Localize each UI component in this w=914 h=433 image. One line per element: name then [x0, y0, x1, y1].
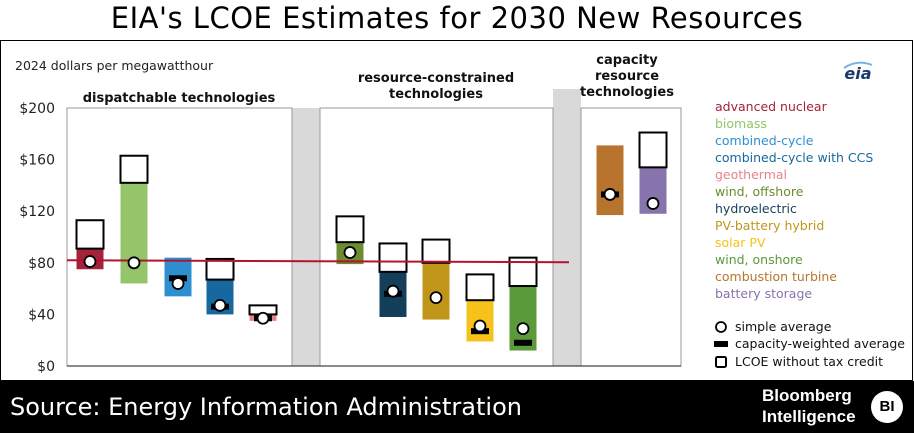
panel-backgrounds — [66, 89, 682, 367]
chart-title: EIA's LCOE Estimates for 2030 New Resour… — [110, 1, 804, 35]
box-without-credit-biomass — [119, 154, 149, 184]
box-without-credit-pv-battery-hybrid — [421, 238, 451, 264]
bi-badge-icon: BI — [871, 391, 903, 423]
simple-avg-wind-offshore — [343, 246, 357, 259]
markers — [83, 188, 660, 346]
eia-logo-icon: eia — [844, 64, 871, 83]
legend-item-wind-onshore: wind, onshore — [715, 252, 803, 267]
reference-line — [66, 259, 570, 264]
legend-simple-avg-icon — [715, 321, 727, 333]
legend-item-geothermal: geothermal — [715, 167, 787, 182]
group-label-resource-constrained: resource-constrained technologies — [358, 71, 514, 102]
chart-text: 2024 dollars per megawatthour dispatchabl… — [15, 53, 674, 106]
box-without-credit-combined-cycle-with-ccs — [205, 257, 235, 281]
legend-item-combined-cycle: combined-cycle — [715, 133, 814, 148]
footer-bar: Source: Energy Information Administratio… — [0, 381, 914, 433]
box-without-credit-advanced-nuclear — [75, 219, 105, 250]
box-without-credit-wind-onshore — [508, 256, 538, 288]
bar-pv-battery-hybrid — [422, 262, 450, 320]
simple-avg-combined-cycle-with-ccs — [213, 298, 227, 312]
legend-capacity-weighted-average: capacity-weighted average — [735, 336, 905, 351]
box-without-credit-wind-offshore — [335, 215, 365, 244]
panel-gap-2 — [553, 89, 581, 366]
simple-avg-biomass — [127, 256, 141, 270]
y-tick-label: $0 — [37, 359, 55, 375]
legend-item-hydroelectric: hydroelectric — [715, 201, 797, 216]
y-tick-label: $40 — [28, 307, 55, 323]
bar-combustion-turbine — [596, 145, 624, 216]
eia-logo-swoosh — [843, 61, 873, 69]
y-axis-label: 2024 dollars per megawatthour — [15, 58, 214, 73]
y-axis: $0 $40 $80 $120 $160 $200 — [19, 101, 55, 375]
simple-avg-battery-storage — [646, 197, 660, 210]
legend-item-wind-offshore: wind, offshore — [715, 184, 804, 199]
legend-item-combustion-turbine: combustion turbine — [715, 269, 837, 284]
y-tick-label: $120 — [19, 204, 55, 220]
source-text: Source: Energy Information Administratio… — [10, 393, 522, 421]
legend-item-pv-battery-hybrid: PV-battery hybrid — [715, 218, 824, 233]
group-label-dispatchable: dispatchable technologies — [83, 91, 276, 106]
legend-item-combined-cycle-with-ccs: combined-cycle with CCS — [715, 150, 873, 165]
brand-line-2: Intelligence — [762, 407, 856, 426]
legend-box-icon — [715, 356, 727, 368]
simple-avg-geothermal — [256, 311, 270, 325]
reference-line-80 — [66, 259, 570, 264]
legend-item-solar-pv: solar PV — [715, 235, 766, 250]
legend-item-advanced-nuclear: advanced nuclear — [715, 99, 828, 114]
lcoe-chart: $0 $40 $80 $120 $160 $200 2024 dollars per me… — [15, 53, 905, 375]
brand-line-1: Bloomberg — [762, 386, 852, 405]
simple-avg-advanced-nuclear — [83, 255, 97, 268]
y-tick-label: $80 — [28, 256, 55, 272]
bar-wind-onshore — [509, 286, 537, 351]
y-tick-label: $160 — [19, 153, 55, 169]
simple-avg-pv-battery-hybrid — [429, 291, 443, 305]
legend-weighted-avg-icon — [714, 341, 728, 347]
legend-simple-average: simple average — [735, 319, 832, 334]
simple-avg-solar-pv — [473, 319, 487, 333]
brand-logo: Bloomberg Intelligence — [762, 385, 856, 427]
simple-avg-combustion-turbine — [603, 188, 617, 201]
box-without-credit-solar-pv — [465, 273, 495, 302]
group-label-capacity-resource: capacity resource technologies — [580, 53, 674, 100]
legend-item-biomass: biomass — [715, 116, 767, 131]
weighted-avg-wind-onshore — [514, 339, 532, 346]
simple-avg-hydroelectric — [386, 284, 400, 298]
simple-avg-combined-cycle — [171, 277, 185, 290]
y-tick-label: $200 — [19, 101, 55, 117]
panel-gap-1 — [292, 108, 320, 366]
chart-frame: $0 $40 $80 $120 $160 $200 2024 dollars per me… — [0, 40, 913, 381]
simple-avg-wind-onshore — [516, 322, 530, 335]
panel-1 — [66, 107, 293, 367]
legend-item-battery-storage: battery storage — [715, 286, 812, 301]
legend: eia advanced nuclear biomass combined-cycle… — [714, 61, 905, 369]
box-without-credit-battery-storage — [638, 131, 668, 169]
box-without-credit-hydroelectric — [378, 242, 408, 273]
legend-lcoe-without-tax-credit: LCOE without tax credit — [735, 354, 883, 369]
